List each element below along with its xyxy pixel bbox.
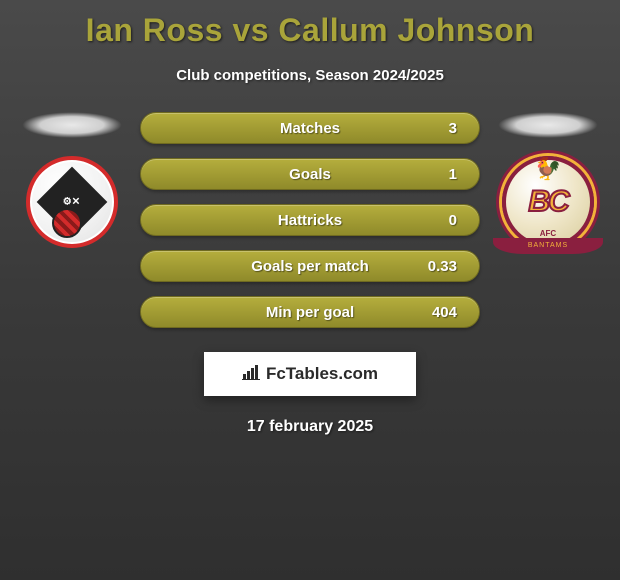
badge-sub: AFC	[540, 229, 556, 238]
fctables-logo: FcTables.com	[204, 352, 416, 396]
date-label: 17 february 2025	[0, 418, 620, 436]
stat-bar: Matches3	[140, 112, 480, 144]
stat-right-value: 1	[407, 166, 457, 183]
chart-icon	[242, 364, 260, 385]
logo-text: FcTables.com	[266, 364, 378, 384]
stat-bars: Matches3Goals1Hattricks0Goals per match0…	[140, 112, 480, 328]
badge-letters: BC	[528, 185, 567, 219]
subtitle: Club competitions, Season 2024/2025	[0, 67, 620, 84]
badge-banner: BANTAMS	[493, 238, 603, 254]
right-club-badge: 🐓 BC AFC BANTAMS	[502, 156, 594, 248]
right-player-col: 🐓 BC AFC BANTAMS	[498, 112, 598, 248]
player-shadow-left	[22, 112, 122, 138]
stat-bar: Goals per match0.33	[140, 250, 480, 282]
stat-right-value: 404	[407, 304, 457, 321]
stat-right-value: 0.33	[407, 258, 457, 275]
stat-label: Min per goal	[213, 304, 407, 321]
player-shadow-right	[498, 112, 598, 138]
left-player-col: ⚙✕	[22, 112, 122, 248]
rooster-icon: 🐓	[534, 158, 561, 180]
stat-label: Goals per match	[213, 258, 407, 275]
stat-right-value: 0	[407, 212, 457, 229]
stat-bar: Min per goal404	[140, 296, 480, 328]
stat-bar: Goals1	[140, 158, 480, 190]
stat-label: Hattricks	[213, 212, 407, 229]
stat-label: Goals	[213, 166, 407, 183]
stat-right-value: 3	[407, 120, 457, 137]
badge-ball-icon	[52, 208, 82, 238]
page-title: Ian Ross vs Callum Johnson	[0, 0, 620, 49]
comparison-row: ⚙✕ Matches3 Goals1 Hattricks0 Goals per mat…	[0, 112, 620, 328]
stat-label: Matches	[213, 120, 407, 137]
stat-bar: Hattricks0	[140, 204, 480, 236]
left-club-badge: ⚙✕	[26, 156, 118, 248]
